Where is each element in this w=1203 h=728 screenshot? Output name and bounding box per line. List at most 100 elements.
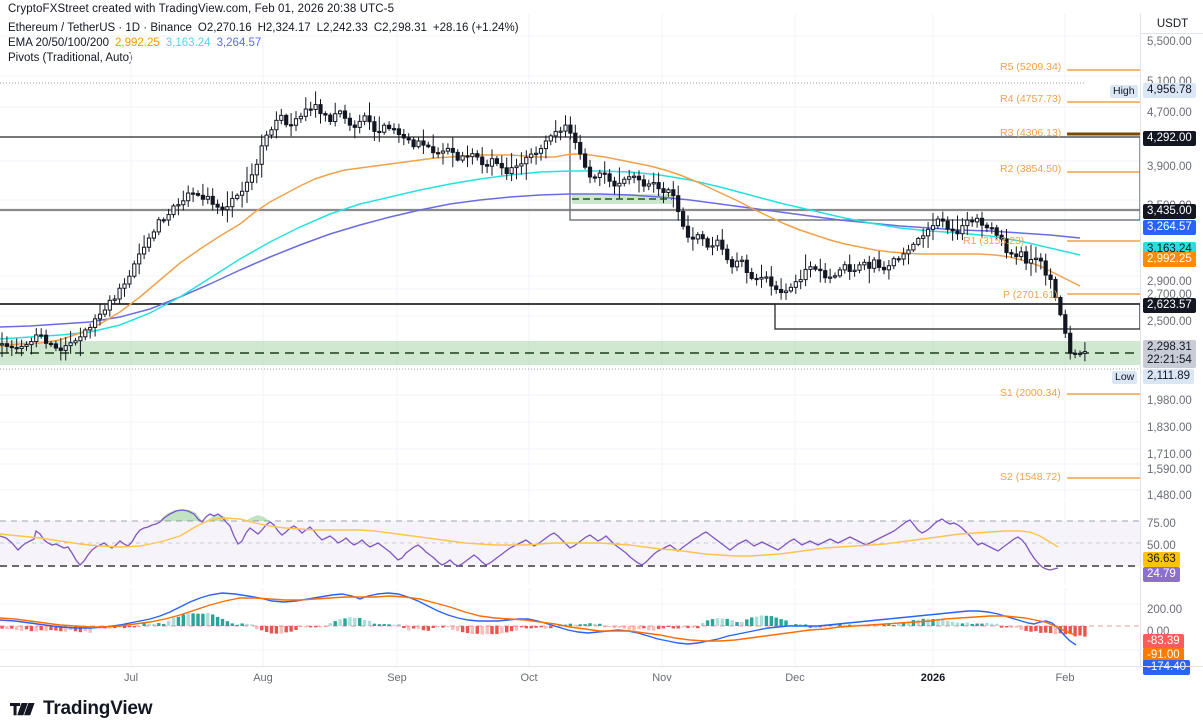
candle-body bbox=[926, 228, 931, 237]
candle-body bbox=[1053, 278, 1058, 299]
candle-body bbox=[587, 166, 593, 178]
candle-body bbox=[293, 118, 299, 126]
macd-histogram-bar bbox=[813, 626, 818, 628]
low-marker-label: Low bbox=[1112, 371, 1138, 384]
candle-body bbox=[48, 342, 54, 346]
candle-body bbox=[328, 114, 333, 123]
macd-histogram-bar bbox=[936, 618, 940, 626]
macd-histogram-bar bbox=[603, 626, 607, 628]
candle-body bbox=[269, 129, 274, 136]
macd-histogram-bar bbox=[1029, 626, 1033, 632]
legend-ema20-value: 2,992.25 bbox=[115, 37, 160, 49]
macd-histogram-bar bbox=[676, 626, 680, 629]
macd-histogram-bar bbox=[245, 623, 249, 626]
candle-body bbox=[916, 237, 921, 245]
macd-histogram-bar bbox=[647, 626, 651, 631]
rsi-tick-0: 75.00 bbox=[1147, 518, 1176, 530]
macd-histogram-bar bbox=[519, 626, 524, 628]
macd-histogram-bar bbox=[490, 626, 494, 635]
macd-histogram-bar bbox=[1073, 626, 1077, 637]
candle-body bbox=[558, 130, 563, 133]
rsi-pane[interactable] bbox=[0, 500, 1140, 585]
macd-histogram-bar bbox=[671, 626, 675, 629]
candle-body bbox=[715, 239, 720, 247]
price-plot[interactable]: R5 (5209.34) R4 (4757.73) R3 (4306.13) R… bbox=[0, 14, 1140, 498]
time-scale[interactable]: Jul Aug Sep Oct Nov Dec 2026 Feb bbox=[0, 666, 1203, 690]
macd-histogram-bar bbox=[794, 624, 798, 626]
macd-histogram-bar bbox=[975, 623, 979, 626]
macd-histogram-bar bbox=[181, 614, 185, 626]
candle-body bbox=[534, 152, 539, 155]
candle-body bbox=[475, 153, 480, 158]
candle-body bbox=[945, 220, 950, 230]
macd-histogram-bar bbox=[166, 620, 171, 626]
price-pill-2: 3,264.57 bbox=[1143, 220, 1196, 235]
macd-pane[interactable] bbox=[0, 588, 1140, 666]
macd-histogram-bar bbox=[985, 622, 989, 626]
legend-pivots-title: Pivots (Traditional, Auto) bbox=[8, 52, 133, 64]
candle-body bbox=[1073, 352, 1078, 355]
macd-histogram-bar bbox=[1004, 626, 1009, 628]
macd-histogram-bar bbox=[666, 626, 671, 628]
candle-body bbox=[338, 110, 343, 115]
legend-ema-title: EMA 20/50/100/200 bbox=[8, 37, 110, 49]
candle-body bbox=[529, 153, 534, 158]
macd-histogram-bar bbox=[593, 623, 597, 626]
macd-pill-1: -91.00 bbox=[1143, 648, 1184, 663]
candle-body bbox=[34, 334, 39, 343]
candle-body bbox=[832, 275, 838, 278]
macd-histogram-bar bbox=[701, 622, 705, 626]
macd-histogram-bar bbox=[377, 624, 381, 626]
price-pane[interactable]: R5 (5209.34) R4 (4757.73) R3 (4306.13) R… bbox=[0, 14, 1140, 498]
macd-histogram-bar bbox=[735, 622, 739, 626]
candle-body bbox=[391, 128, 397, 131]
macd-histogram-bar bbox=[612, 626, 617, 629]
candle-body bbox=[930, 225, 936, 230]
candle-body bbox=[499, 163, 504, 169]
candle-body bbox=[303, 108, 308, 117]
macd-histogram-bar bbox=[627, 626, 631, 630]
candle-body bbox=[14, 347, 19, 350]
candle-body bbox=[734, 260, 740, 268]
legend-symbol-row[interactable]: Ethereum / TetherUS · 1D · Binance O2,270… bbox=[8, 21, 519, 36]
candle-body bbox=[372, 121, 377, 132]
macd-histogram-bar bbox=[39, 626, 43, 631]
macd-histogram-bar bbox=[607, 626, 612, 628]
macd-histogram-bar bbox=[1048, 626, 1053, 634]
macd-histogram-bar bbox=[353, 617, 357, 626]
candle-body bbox=[690, 236, 695, 240]
candle-body bbox=[186, 192, 191, 202]
rsi-plot[interactable] bbox=[0, 500, 1140, 585]
price-pill-5: 2,623.57 bbox=[1143, 298, 1196, 313]
candle-body bbox=[401, 133, 406, 139]
candle-body bbox=[955, 230, 960, 235]
macd-histogram-bar bbox=[921, 618, 925, 626]
macd-histogram-bar bbox=[313, 626, 318, 628]
candle-body bbox=[636, 175, 642, 181]
legend-pivots-row[interactable]: Pivots (Traditional, Auto) bbox=[8, 51, 519, 66]
candle-body bbox=[195, 193, 201, 196]
rect-consolidation-lower[interactable] bbox=[774, 303, 1140, 330]
macd-plot[interactable] bbox=[0, 588, 1140, 666]
candle-body bbox=[377, 130, 382, 134]
candle-body bbox=[298, 115, 303, 120]
macd-histogram-bar bbox=[897, 624, 901, 626]
price-scale-header: USDT bbox=[1141, 14, 1203, 34]
rect-consolidation-upper[interactable] bbox=[569, 136, 1140, 221]
price-tick-0: 5,500.00 bbox=[1147, 36, 1192, 48]
tradingview-logo[interactable]: TradingView bbox=[10, 698, 153, 720]
candle-body bbox=[127, 275, 132, 285]
macd-histogram-bar bbox=[250, 624, 254, 626]
candle-body bbox=[455, 151, 460, 161]
candle-body bbox=[813, 266, 818, 270]
candlestick-series[interactable] bbox=[0, 91, 1088, 362]
candle-body bbox=[24, 344, 29, 347]
candle-body bbox=[1033, 257, 1039, 261]
candle-body bbox=[485, 164, 490, 167]
candle-body bbox=[960, 225, 965, 235]
legend-ema-row[interactable]: EMA 20/50/100/200 2,992.25 3,163.24 3,264.5… bbox=[8, 36, 519, 51]
macd-histogram-bar bbox=[421, 626, 426, 631]
price-scale[interactable]: USDT 5,500.005,100.004,700.003,900.003,5… bbox=[1140, 14, 1203, 675]
macd-histogram-bar bbox=[652, 626, 656, 631]
candle-body bbox=[695, 234, 700, 240]
